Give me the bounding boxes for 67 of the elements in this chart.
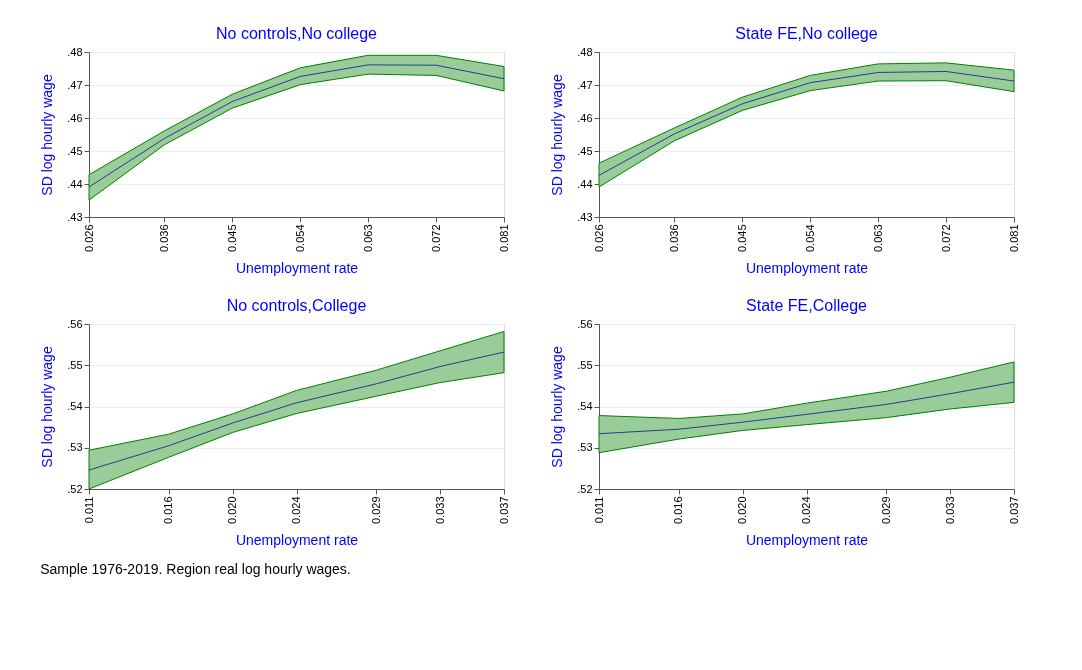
y-axis-title: SD log hourly wage [549,346,566,468]
y-tick-label: .46 [577,111,593,124]
y-tick-label: .54 [67,400,83,412]
y-tick-label: .44 [577,177,593,190]
line-series [88,64,505,188]
y-tick-label: .53 [67,441,83,454]
y-tick-label: .44 [67,177,83,190]
x-tick-label: 0.045 [735,224,748,253]
x-tick-label: 0.037 [1007,496,1020,525]
x-tick-label: 0.011 [592,496,605,524]
x-tick-label: 0.016 [672,496,685,525]
x-tick-label: 0.024 [800,496,812,525]
x-tick-label: 0.037 [497,496,510,525]
chart-title: State FE,No college [735,25,878,42]
y-tick-label: .53 [577,441,593,454]
x-tick-label: 0.020 [226,496,239,525]
y-tick-label: .55 [577,358,593,371]
y-tick-label: .52 [577,482,593,495]
y-tick-label: .48 [577,45,593,58]
y-tick-label: .43 [577,210,593,223]
x-tick-label: 0.054 [293,224,306,253]
y-tick-label: .47 [67,78,83,91]
x-tick-label: 0.081 [1007,224,1020,253]
x-tick-label: 0.072 [939,224,952,253]
line-series [598,381,1015,435]
y-tick-label: .45 [67,144,83,157]
x-tick-label: 0.020 [736,496,749,525]
x-tick-label: 0.072 [429,224,442,253]
x-tick-label: 0.024 [290,496,302,525]
y-tick-label: .56 [67,317,83,330]
x-tick-label: 0.036 [157,224,170,253]
x-tick-label: 0.026 [592,224,605,253]
y-tick-label: .48 [67,45,83,58]
x-tick-label: 0.029 [369,496,382,525]
y-tick-label: .43 [67,210,83,223]
chart-title: State FE,College [746,297,868,314]
chart-title: No controls,No college [216,25,378,42]
line-series [88,351,505,471]
y-axis-title: SD log hourly wage [549,74,566,196]
line-series [598,70,1015,176]
x-axis-title: Unemployment rate [235,532,359,549]
x-axis-title: Unemployment rate [745,532,869,549]
y-tick-label: .54 [577,400,593,412]
y-axis-title: SD log hourly wage [39,346,56,468]
x-axis-title: Unemployment rate [235,260,359,277]
x-tick-label: 0.063 [871,224,884,253]
chart-title: No controls,College [226,297,367,314]
x-tick-label: 0.033 [943,496,956,525]
x-axis-title: Unemployment rate [745,260,869,277]
x-tick-label: 0.081 [497,224,510,253]
y-tick-label: .45 [577,144,593,157]
x-tick-label: 0.029 [879,496,892,525]
y-tick-label: .55 [67,358,83,371]
x-tick-label: 0.054 [803,224,816,253]
y-tick-label: .47 [577,78,593,91]
x-tick-label: 0.063 [361,224,374,253]
y-tick-label: .46 [67,111,83,124]
y-tick-label: .52 [67,482,83,495]
x-tick-label: 0.036 [667,224,680,253]
text: Sample 1976-2019. Region real log hourly wages. [40,561,351,578]
x-tick-label: 0.011 [82,496,95,524]
x-tick-label: 0.016 [162,496,175,525]
y-tick-label: .56 [577,317,593,330]
y-axis-title: SD log hourly wage [39,74,56,196]
x-tick-label: 0.026 [82,224,95,253]
x-tick-label: 0.033 [433,496,446,525]
x-tick-label: 0.045 [225,224,238,253]
